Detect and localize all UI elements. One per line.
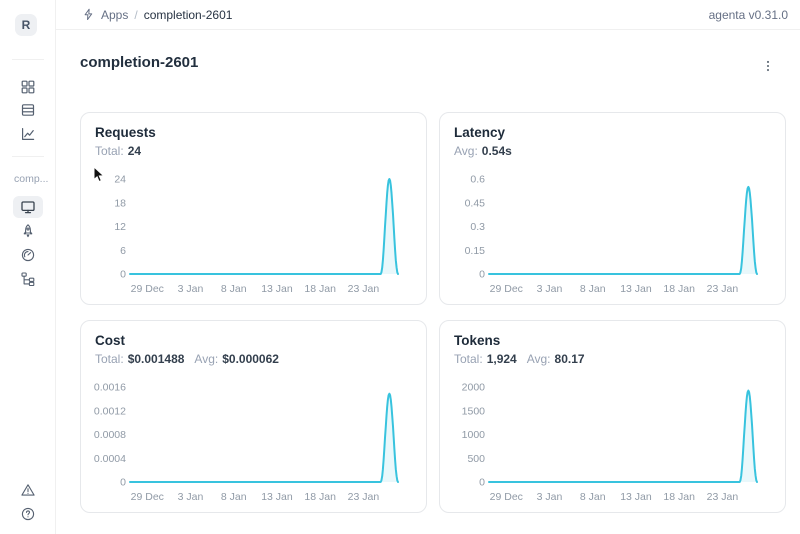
svg-text:23 Jan: 23 Jan: [348, 283, 380, 295]
sidebar-item-traces[interactable]: [13, 268, 43, 290]
page-title: completion-2601: [80, 54, 199, 71]
svg-text:0: 0: [120, 269, 126, 281]
breadcrumb-current: completion-2601: [143, 7, 233, 22]
breadcrumb-apps-link[interactable]: Apps: [101, 7, 129, 22]
rows-icon: [21, 104, 35, 116]
svg-text:0: 0: [479, 269, 485, 281]
latency-chart: 0 0.15 0.3 0.45 0.6 29 Dec 3 Jan 8 Jan 13 Jan 18 …: [446, 166, 771, 296]
svg-text:18 Jan: 18 Jan: [663, 283, 695, 295]
kebab-menu-icon: [766, 60, 770, 72]
svg-text:13 Jan: 13 Jan: [620, 283, 652, 295]
chart-title: Latency: [454, 125, 506, 140]
svg-text:23 Jan: 23 Jan: [707, 491, 739, 503]
requests-chart: 0 6 12 18 24 29 Dec 3 Jan 8 Jan 13 Jan 18 Jan 23 J…: [87, 166, 412, 296]
sidebar-item-app-management[interactable]: [13, 76, 43, 98]
svg-text:18 Jan: 18 Jan: [304, 283, 336, 295]
latency-card: Latency Avg: 0.54s 0 0.15 0.3 0.45 0.6 29 Dec 3…: [439, 112, 786, 305]
warning-triangle-icon: [21, 484, 35, 496]
gauge-icon: [21, 248, 35, 262]
svg-text:13 Jan: 13 Jan: [261, 283, 293, 295]
tokens-card: Tokens Total: 1,924 Avg: 80.17 0 500 1000 1500…: [439, 320, 786, 513]
sidebar-item-playground[interactable]: [13, 220, 43, 242]
top-bar: Apps / completion-2601 agenta v0.31.0: [56, 0, 800, 30]
app-version: agenta v0.31.0: [708, 7, 788, 22]
svg-text:29 Dec: 29 Dec: [131, 283, 164, 295]
svg-text:12: 12: [114, 221, 126, 233]
tree-structure-icon: [21, 272, 35, 287]
sidebar-item-observability[interactable]: [13, 123, 43, 145]
sidebar-divider: [12, 156, 44, 157]
svg-text:0: 0: [479, 477, 485, 489]
sidebar-app-label: comp...: [14, 173, 49, 185]
sidebar-item-test-sets[interactable]: [13, 99, 43, 121]
svg-text:13 Jan: 13 Jan: [620, 491, 652, 503]
svg-text:18: 18: [114, 197, 126, 209]
svg-text:29 Dec: 29 Dec: [490, 283, 523, 295]
svg-text:2000: 2000: [462, 382, 486, 394]
svg-text:23 Jan: 23 Jan: [348, 491, 380, 503]
tokens-chart: 0 500 1000 1500 2000 29 Dec 3 Jan 8 Jan 13 Jan 18…: [446, 374, 771, 504]
svg-text:1500: 1500: [462, 405, 486, 417]
svg-text:8 Jan: 8 Jan: [221, 283, 247, 295]
svg-text:500: 500: [467, 453, 485, 465]
chart-title: Tokens: [454, 333, 501, 348]
chart-title: Requests: [95, 125, 156, 140]
workspace-avatar[interactable]: R: [15, 14, 37, 36]
svg-text:3 Jan: 3 Jan: [537, 283, 563, 295]
page-header: completion-2601: [56, 30, 800, 78]
svg-text:18 Jan: 18 Jan: [663, 491, 695, 503]
svg-text:18 Jan: 18 Jan: [304, 491, 336, 503]
svg-text:1000: 1000: [462, 429, 486, 441]
lightning-icon: [84, 8, 93, 21]
chart-stats: Avg: 0.54s: [454, 144, 512, 158]
metrics-grid: Requests Total: 24 0 6 12 18 24 29 Dec 3 Jan 8 J…: [80, 112, 786, 513]
chart-stats: Total: $0.001488 Avg: $0.000062: [95, 352, 279, 366]
cost-card: Cost Total: $0.001488 Avg: $0.000062 0 0.000…: [80, 320, 427, 513]
svg-text:23 Jan: 23 Jan: [707, 283, 739, 295]
svg-text:29 Dec: 29 Dec: [131, 491, 164, 503]
chart-stats: Total: 24: [95, 144, 142, 158]
chart-line-icon: [22, 128, 35, 140]
sidebar-item-evaluations[interactable]: [13, 244, 43, 266]
sidebar-divider: [12, 59, 44, 60]
breadcrumb-separator: /: [134, 7, 138, 22]
svg-text:8 Jan: 8 Jan: [221, 491, 247, 503]
svg-text:0.15: 0.15: [465, 245, 486, 257]
svg-text:0.45: 0.45: [465, 197, 486, 209]
sidebar-item-alerts[interactable]: [13, 479, 43, 501]
sidebar-item-help[interactable]: [13, 503, 43, 525]
main-area: Apps / completion-2601 agenta v0.31.0 co…: [56, 0, 800, 513]
svg-text:0.0008: 0.0008: [94, 429, 126, 441]
svg-text:0.0012: 0.0012: [94, 405, 126, 417]
sidebar-item-overview[interactable]: [13, 196, 43, 218]
svg-text:8 Jan: 8 Jan: [580, 491, 606, 503]
svg-text:3 Jan: 3 Jan: [178, 283, 204, 295]
monitor-icon: [21, 201, 35, 214]
question-circle-icon: [21, 507, 35, 521]
svg-text:29 Dec: 29 Dec: [490, 491, 523, 503]
svg-text:13 Jan: 13 Jan: [261, 491, 293, 503]
sidebar: R comp...: [0, 0, 56, 534]
svg-text:6: 6: [120, 245, 126, 257]
svg-text:3 Jan: 3 Jan: [537, 491, 563, 503]
svg-text:0.6: 0.6: [470, 174, 485, 186]
chart-stats: Total: 1,924 Avg: 80.17: [454, 352, 585, 366]
requests-card: Requests Total: 24 0 6 12 18 24 29 Dec 3 Jan 8 J…: [80, 112, 427, 305]
breadcrumb: Apps / completion-2601: [82, 8, 232, 22]
page-menu-button[interactable]: [756, 54, 780, 78]
svg-text:24: 24: [114, 174, 126, 186]
svg-text:0: 0: [120, 477, 126, 489]
svg-text:0.0016: 0.0016: [94, 382, 126, 394]
svg-text:8 Jan: 8 Jan: [580, 283, 606, 295]
rocket-icon: [23, 224, 33, 238]
grid-icon: [21, 80, 35, 94]
chart-title: Cost: [95, 333, 125, 348]
svg-text:3 Jan: 3 Jan: [178, 491, 204, 503]
svg-text:0.0004: 0.0004: [94, 453, 126, 465]
cost-chart: 0 0.0004 0.0008 0.0012 0.0016 29 Dec 3 Jan 8 Ja…: [87, 374, 412, 504]
svg-text:0.3: 0.3: [470, 221, 485, 233]
